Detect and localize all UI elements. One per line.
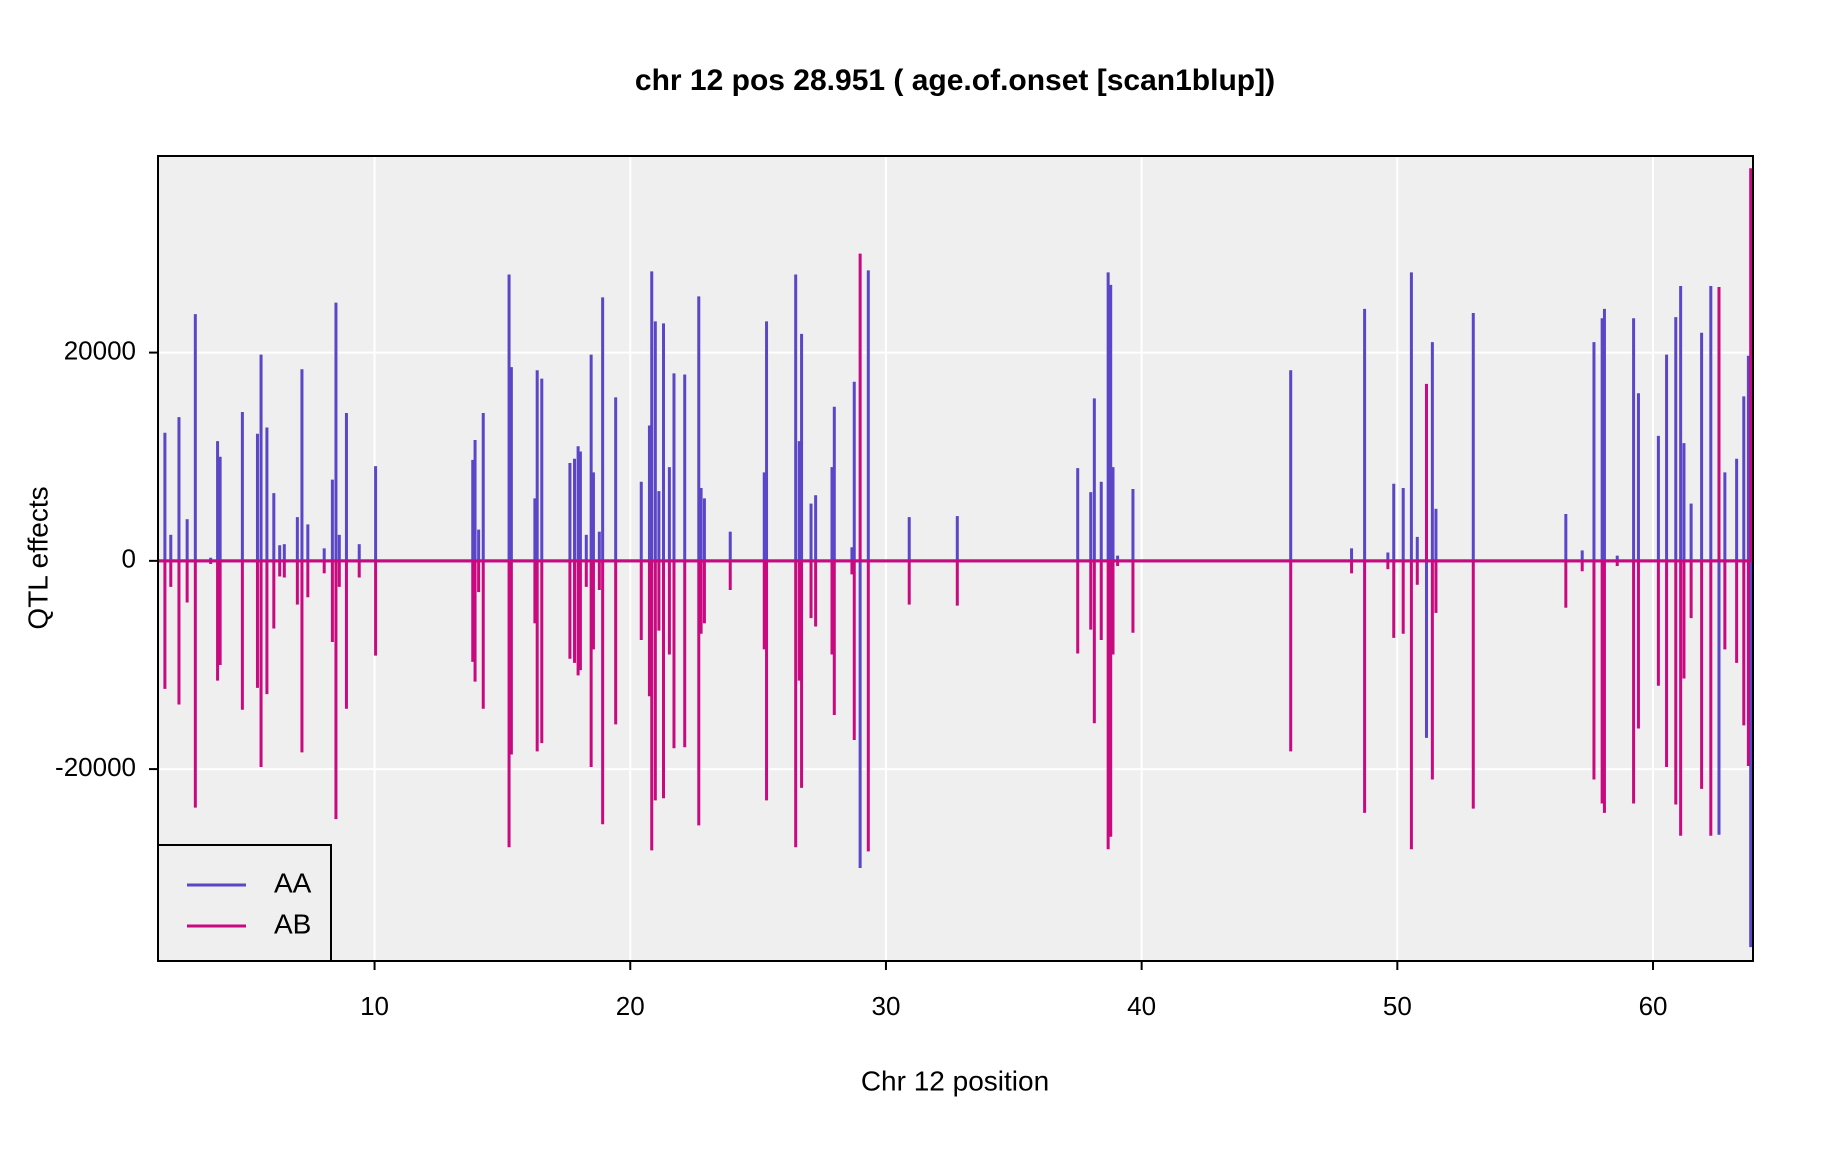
x-tick-label: 10: [360, 991, 389, 1021]
x-tick-label: 60: [1639, 991, 1668, 1021]
legend-label: AB: [274, 908, 311, 939]
x-tick-label: 40: [1127, 991, 1156, 1021]
y-tick-label: 0: [122, 544, 136, 574]
x-tick-label: 30: [871, 991, 900, 1021]
plot-background: [158, 156, 1753, 961]
legend-box: [157, 844, 332, 962]
y-tick-label: 20000: [64, 335, 136, 365]
y-axis-title: QTL effects: [22, 486, 53, 629]
x-axis-title: Chr 12 position: [861, 1065, 1049, 1096]
legend-label: AA: [274, 867, 312, 898]
grid: [158, 156, 1753, 961]
x-tick-label: 20: [616, 991, 645, 1021]
plot-frame: [157, 155, 1754, 962]
y-tick-label: -20000: [55, 752, 136, 782]
chart-title: chr 12 pos 28.951 ( age.of.onset [scan1b…: [635, 64, 1275, 97]
marks: [158, 168, 1753, 948]
legend: AA AB: [157, 844, 332, 962]
x-tick-label: 50: [1383, 991, 1412, 1021]
